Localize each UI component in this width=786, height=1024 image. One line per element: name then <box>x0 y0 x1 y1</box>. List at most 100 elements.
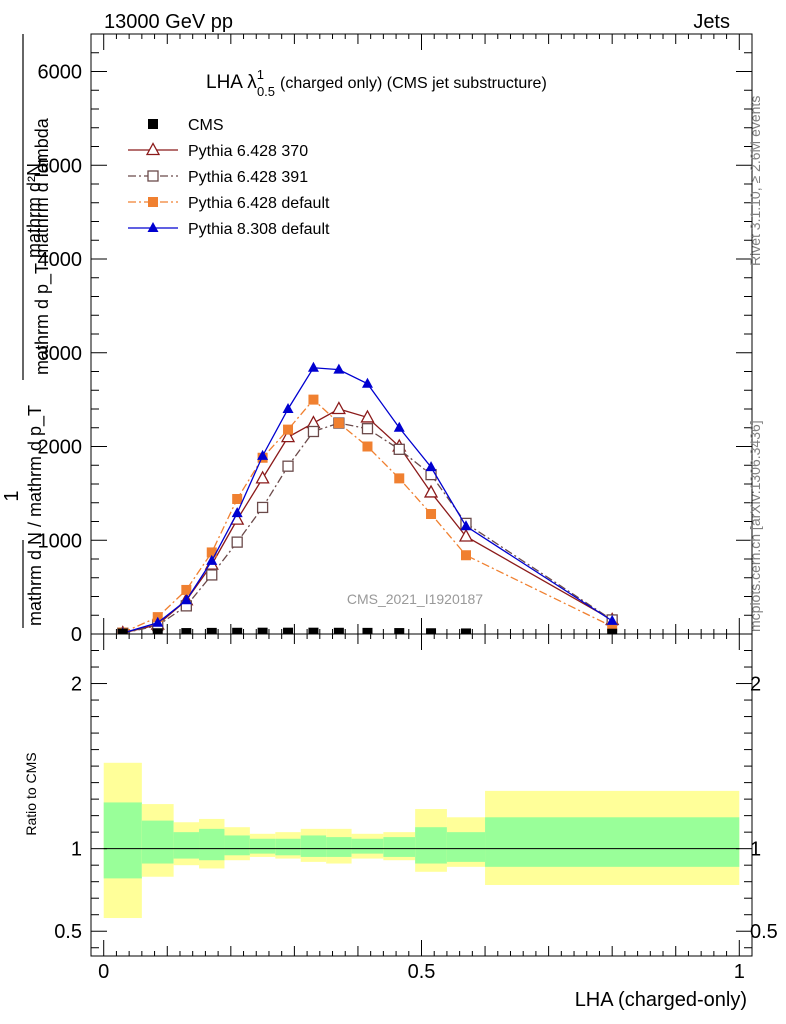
data-point-pythia-6-428-391 <box>393 443 405 455</box>
ratio-y-tick-label-right: 0.5 <box>750 921 778 943</box>
legend-marker-pythia-6-428-391 <box>147 170 159 182</box>
data-point-pythia-6-428-370 <box>280 429 296 443</box>
data-point-cms <box>607 628 618 634</box>
data-point-pythia-6-428-default <box>333 418 344 429</box>
legend-label-pythia-8-308-default: Pythia 8.308 default <box>188 221 330 238</box>
data-point-pythia-6-428-default <box>394 473 405 484</box>
ratio-band-green <box>249 838 276 854</box>
ratio-band-green <box>300 835 327 857</box>
ratio-y-tick-label: 1 <box>71 839 82 861</box>
data-point-cms <box>257 627 268 634</box>
ratio-bands <box>103 762 740 919</box>
ratio-band-green <box>485 817 740 867</box>
series-layer <box>117 361 620 634</box>
data-point-cms <box>232 627 243 634</box>
data-point-cms <box>206 627 217 634</box>
ratio-band-green <box>351 838 384 854</box>
ratio-band-green <box>383 837 416 857</box>
data-point-cms <box>426 628 437 634</box>
ylabel-bottom: mathrm d p_T mathrm d lambda <box>32 117 53 375</box>
data-point-pythia-8-308-default <box>460 520 472 531</box>
data-point-pythia-8-308-default <box>180 594 192 605</box>
title-subscript: 0.5 <box>257 84 275 99</box>
data-point-pythia-6-428-default <box>607 621 618 632</box>
ratio-band-green <box>141 820 174 864</box>
data-point-cms <box>152 628 163 634</box>
y-tick-label: 3000 <box>38 343 83 365</box>
data-point-pythia-8-308-default <box>425 461 437 472</box>
legend-marker-pythia-6-428-370 <box>145 142 161 156</box>
data-point-pythia-8-308-default <box>606 614 618 625</box>
title-rest: (charged only) (CMS jet substructure) <box>280 75 547 92</box>
y-tick-label: 1000 <box>38 530 83 552</box>
data-point-cms <box>460 628 471 634</box>
title-superscript: 1 <box>257 67 264 82</box>
ratio-band-green <box>446 832 486 862</box>
y-tick-label: 0 <box>71 624 82 646</box>
x-tick-label: 0.5 <box>408 961 436 983</box>
header-right: Jets <box>693 11 730 33</box>
data-point-pythia-8-308-default <box>206 554 218 565</box>
ratio-y-tick-label: 0.5 <box>54 921 82 943</box>
data-point-pythia-6-428-391 <box>206 569 218 581</box>
axis-ticks <box>91 33 752 956</box>
y-tick-label: 6000 <box>38 62 83 84</box>
title-main: LHA λ <box>206 72 257 93</box>
data-point-cms <box>333 627 344 634</box>
x-axis-label: LHA (charged-only) <box>575 989 747 1011</box>
data-point-pythia-8-308-default <box>152 616 164 627</box>
legend-label-pythia-6-428-370: Pythia 6.428 370 <box>188 143 308 160</box>
data-point-pythia-6-428-391 <box>307 425 320 438</box>
legend-label-pythia-6-428-default: Pythia 6.428 default <box>188 195 330 212</box>
ratio-band-green <box>224 835 250 856</box>
header-left: 13000 GeV pp <box>104 11 233 33</box>
data-point-pythia-6-428-370 <box>360 409 375 423</box>
x-tick-label: 0 <box>98 961 109 983</box>
legend-marker-cms <box>148 119 158 129</box>
data-point-pythia-6-428-370 <box>331 401 346 415</box>
data-point-pythia-8-308-default <box>282 403 294 413</box>
data-point-pythia-6-428-default <box>308 394 319 405</box>
analysis-watermark: CMS_2021_I1920187 <box>347 591 483 607</box>
data-point-pythia-8-308-default <box>257 449 269 460</box>
data-point-pythia-6-428-default <box>362 441 373 452</box>
ylabel-norm: mathrm d N / mathrm d p_T <box>25 405 46 626</box>
x-tick-label: 1 <box>734 961 745 983</box>
ratio-band-green <box>275 838 301 856</box>
ratio-band-green <box>415 827 447 864</box>
ratio-y-tick-label-right: 1 <box>750 839 761 861</box>
legend-marker-pythia-6-428-default <box>148 197 158 207</box>
plot-title: LHA λ1 0.5 (charged only) (CMS jet substru… <box>206 67 547 99</box>
data-point-pythia-6-428-391 <box>231 536 243 548</box>
data-point-pythia-8-308-default <box>361 377 373 388</box>
data-point-pythia-8-308-default <box>231 507 243 518</box>
data-point-cms <box>283 627 294 634</box>
y-axis-label: mathrm d²N mathrm d p_T mathrm d lambda … <box>1 34 53 628</box>
y-tick-label: 5000 <box>38 155 83 177</box>
rivet-version-text: Rivet 3.1.10, ≥ 2.6M events <box>747 96 763 266</box>
legend: CMS Pythia 6.428 370 Pythia 6.428 391 Pythi… <box>128 117 330 238</box>
data-point-cms <box>308 627 319 634</box>
data-point-pythia-6-428-default <box>283 424 294 435</box>
data-point-cms <box>362 627 373 634</box>
data-point-cms <box>394 628 405 634</box>
data-point-pythia-6-428-default <box>206 547 217 558</box>
ratio-y-tick-label: 2 <box>71 674 82 696</box>
data-point-pythia-6-428-default <box>181 584 192 595</box>
data-point-pythia-6-428-391 <box>256 501 269 514</box>
data-point-cms <box>117 628 128 634</box>
data-point-pythia-6-428-391 <box>361 423 374 435</box>
mcplots-reference-text: mcplots.cern.ch [arXiv:1306.3436] <box>747 420 763 632</box>
ylabel-top: mathrm d²N <box>24 163 44 258</box>
ylabel-one: 1 <box>1 490 23 501</box>
data-point-pythia-6-428-default <box>460 550 471 561</box>
data-point-pythia-6-428-370 <box>423 484 439 498</box>
y-tick-label: 4000 <box>38 249 83 271</box>
data-point-pythia-8-308-default <box>393 421 405 432</box>
series-line-pythia-6-428-default <box>122 398 613 634</box>
data-point-cms <box>181 628 192 634</box>
y-tick-label: 2000 <box>38 437 83 459</box>
legend-marker-pythia-8-308-default <box>147 222 159 232</box>
